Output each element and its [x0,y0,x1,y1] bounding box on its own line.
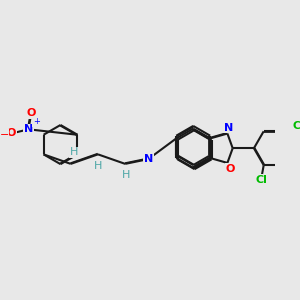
Text: H: H [70,147,78,158]
Text: N: N [24,124,33,134]
Text: H: H [94,161,102,171]
Text: H: H [122,170,131,180]
Text: O: O [27,108,36,118]
Text: N: N [144,154,153,164]
Text: N: N [224,123,233,133]
Text: Cl: Cl [292,121,300,131]
Text: O: O [226,164,235,174]
Text: O: O [7,128,16,138]
Text: −: − [0,130,9,140]
Text: Cl: Cl [255,175,267,185]
Text: +: + [33,117,40,126]
